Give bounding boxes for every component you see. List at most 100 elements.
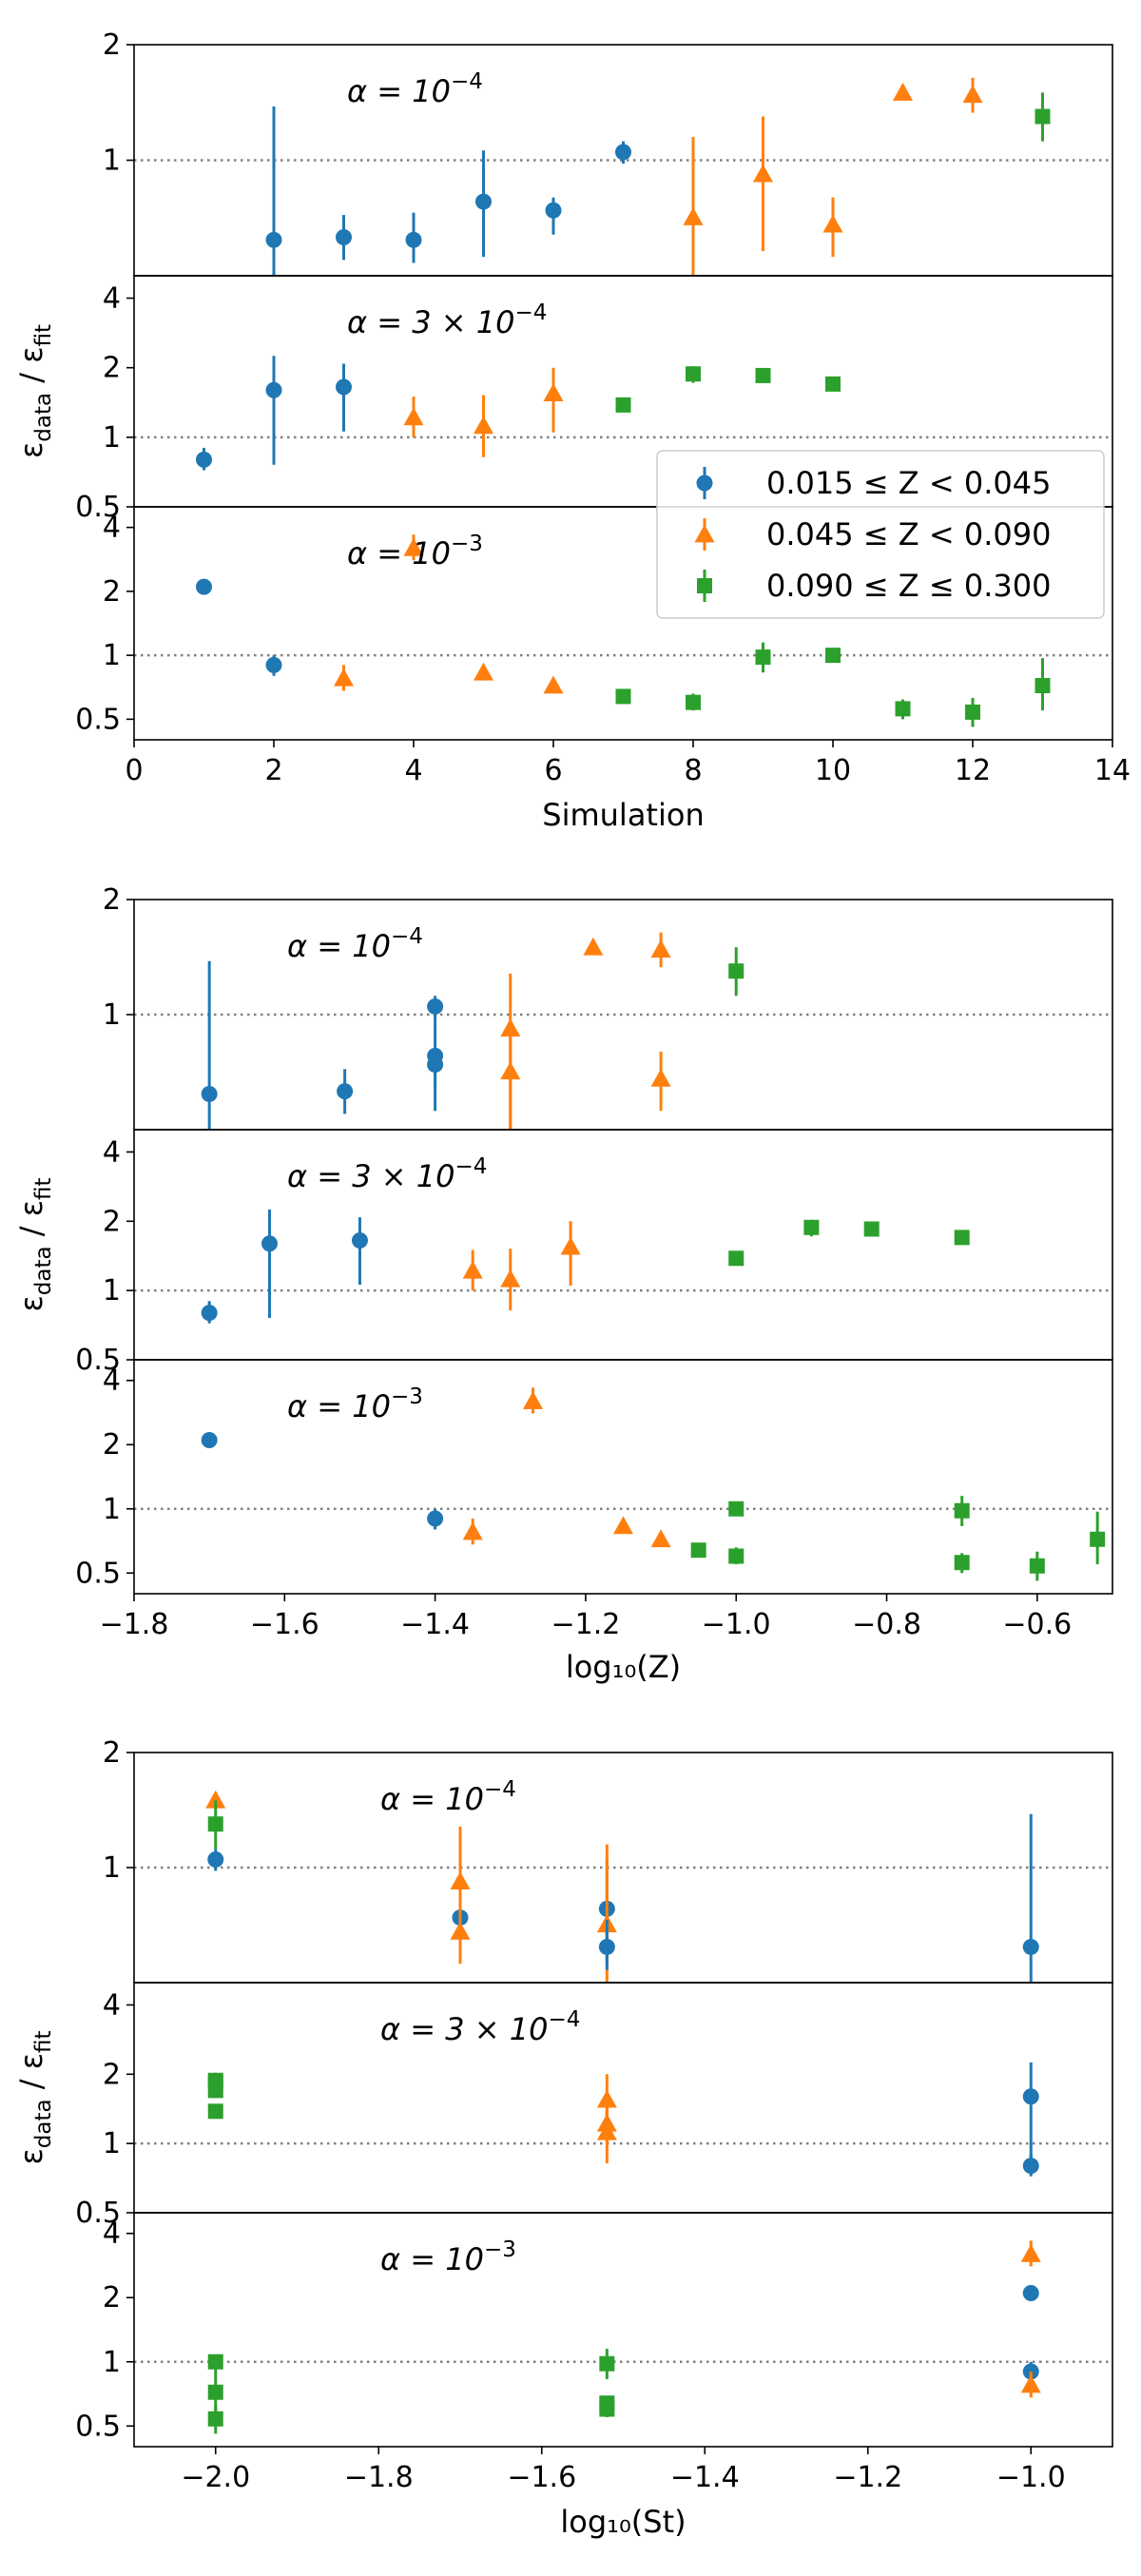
marker-square (728, 1501, 745, 1517)
legend-entry-mid: 0.045 ≤ Z < 0.090 (694, 516, 1051, 552)
alpha-exponent: −3 (391, 1385, 423, 1409)
marker-triangle (474, 662, 493, 681)
data-point-low (201, 1301, 218, 1324)
marker-circle (261, 1235, 278, 1252)
data-point-low (598, 1919, 615, 1970)
panel-frame (133, 2212, 1113, 2448)
marker-square (825, 648, 841, 664)
alpha-base: α = 10 (380, 1781, 484, 1817)
data-point-high (207, 2353, 223, 2370)
marker-circle (207, 1850, 224, 1868)
marker-circle (336, 378, 352, 396)
alpha-label: α = 10−3 (287, 1385, 423, 1424)
marker-circle (615, 144, 631, 161)
marker-square (615, 688, 631, 705)
alpha-exponent: −4 (451, 69, 483, 94)
marker-square (207, 1816, 223, 1832)
x-tick-label: 10 (815, 754, 851, 787)
marker-triangle (474, 416, 493, 435)
marker-circle (1022, 2158, 1039, 2175)
marker-triangle (650, 1529, 671, 1548)
data-point-mid (650, 1529, 671, 1548)
data-point-mid (403, 397, 424, 437)
data-point-mid (560, 1221, 581, 1287)
data-point-mid (613, 1516, 633, 1535)
data-point-high (615, 397, 631, 413)
alpha-base: α = 3 × 10 (347, 304, 514, 340)
marker-triangle (1020, 2243, 1041, 2262)
data-point-mid (583, 937, 604, 956)
data-point-low (261, 1209, 278, 1318)
y-tick-label: 4 (103, 1365, 121, 1398)
marker-triangle (205, 1790, 226, 1809)
x-tick-label: 14 (1094, 754, 1131, 787)
data-point-mid (462, 1249, 483, 1291)
marker-triangle (596, 2089, 617, 2108)
y-tick-label: 4 (103, 2218, 121, 2251)
y-tick-label: 2 (103, 2281, 121, 2315)
data-point-mid (753, 116, 773, 251)
marker-triangle (500, 1061, 521, 1080)
y-axis-label-part: / ε (13, 1200, 49, 1246)
marker-circle (1022, 2088, 1039, 2105)
y-tick-label: 2 (103, 883, 121, 917)
data-point-high (690, 1542, 706, 1559)
data-points (205, 1790, 1039, 1983)
marker-square (686, 366, 701, 382)
data-point-low (545, 197, 562, 235)
data-point-low (265, 655, 282, 676)
marker-triangle (613, 1516, 633, 1535)
data-point-mid (1020, 2240, 1041, 2267)
marker-triangle (1020, 2374, 1041, 2393)
marker-circle (201, 1431, 218, 1448)
marker-triangle (462, 1521, 483, 1540)
data-point-high (207, 2082, 223, 2099)
y-tick-label: 1 (103, 2346, 121, 2379)
x-tick-label: −1.6 (250, 1608, 319, 1641)
legend-label: 0.015 ≤ Z < 0.045 (766, 465, 1051, 501)
y-tick-label: 1 (103, 639, 121, 672)
marker-circle (336, 228, 352, 245)
x-axis-label: log₁₀(St) (560, 2504, 686, 2540)
marker-circle (265, 381, 282, 398)
data-point-mid (822, 197, 843, 258)
alpha-exponent: −4 (548, 2007, 580, 2032)
data-point-high (207, 2404, 223, 2434)
marker-triangle (694, 524, 715, 543)
marker-circle (1022, 2284, 1039, 2301)
y-tick-label: 2 (103, 1205, 121, 1238)
y-tick-label: 1 (103, 2127, 121, 2160)
marker-square (728, 1250, 745, 1267)
data-point-low (1022, 1813, 1039, 1983)
marker-square (1090, 1531, 1106, 1547)
y-axis-label-part: fit (31, 2030, 56, 2053)
data-point-low (265, 356, 282, 465)
data-point-high (755, 642, 771, 673)
marker-square (207, 2411, 223, 2427)
y-axis-label-part: ε (13, 1295, 49, 1311)
data-point-mid (683, 137, 704, 276)
data-point-low (475, 150, 492, 258)
panel-frame (133, 1982, 1113, 2214)
marker-circle (405, 231, 422, 248)
panel-2: 0.5 1 2 4 α = 3 × 10−4 (75, 1982, 1113, 2230)
x-tick-label: −1.4 (670, 2461, 740, 2494)
marker-triangle (893, 82, 913, 101)
marker-triangle (403, 407, 424, 426)
data-point-high (1090, 1511, 1106, 1564)
y-axis-label-part: / ε (13, 346, 49, 392)
data-point-high (686, 693, 701, 711)
marker-square (686, 694, 701, 710)
marker-triangle (450, 1921, 471, 1940)
data-point-mid (334, 665, 354, 691)
x-tick-label: −1.4 (400, 1608, 470, 1641)
marker-square (965, 704, 980, 720)
data-point-mid (500, 1028, 521, 1130)
data-point-mid (543, 367, 564, 433)
y-tick-label: 1 (103, 1851, 121, 1885)
data-point-high (1029, 1551, 1045, 1581)
x-tick-label: −1.8 (344, 2461, 414, 2494)
y-axis-label-part: data (31, 393, 56, 442)
